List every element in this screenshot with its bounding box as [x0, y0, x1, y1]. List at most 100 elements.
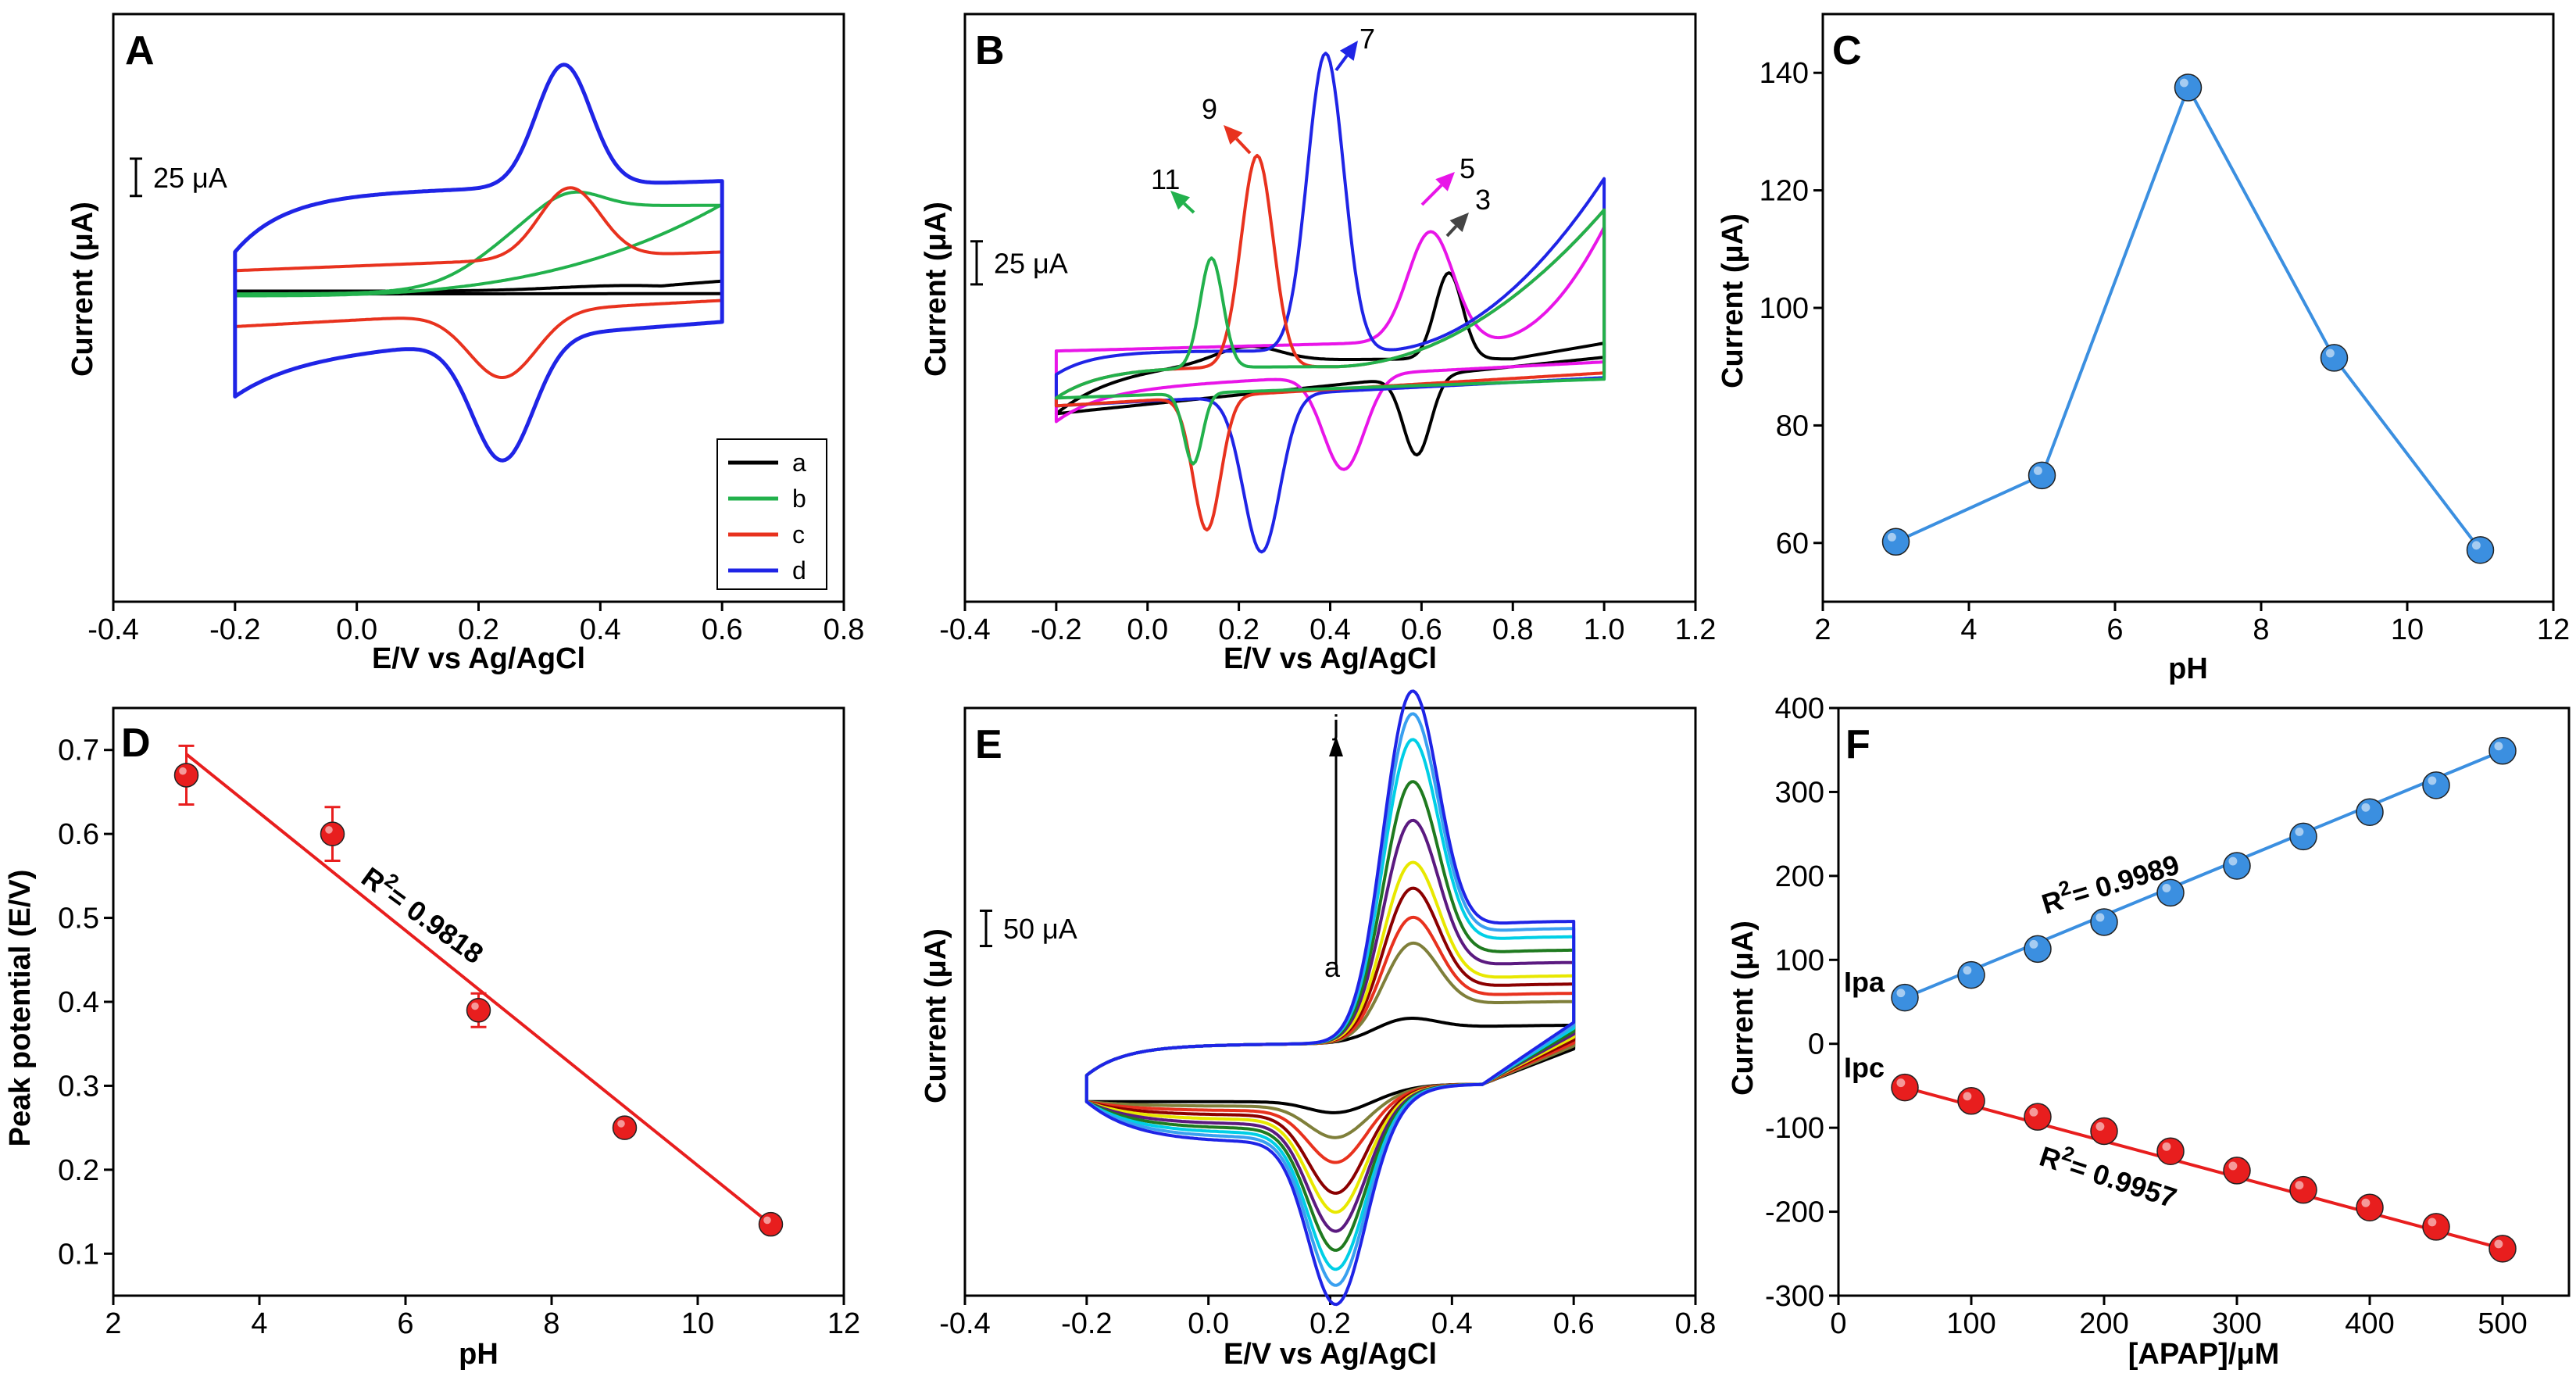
x-tick-label: 0.8 [824, 613, 865, 646]
x-tick-label: 0 [1830, 1307, 1846, 1340]
y-tick-label: 400 [1775, 692, 1824, 725]
arrow-ph11-head [1170, 191, 1191, 210]
panel-label: B [975, 28, 1005, 73]
x-tick-label: 100 [1946, 1307, 1995, 1340]
panel-a: -0.4 -0.2 0.0 0.2 0.4 0.6 0.8 E/V vs Ag/AgCl Cur… [66, 13, 865, 675]
data-point-ipc [2356, 1193, 2384, 1221]
data-point [2466, 536, 2495, 564]
data-point-ipa-highlight [2361, 803, 2371, 812]
data-point-ipc-highlight [2361, 1198, 2371, 1207]
x-tick-label: 500 [2478, 1307, 2527, 1340]
legend-label-b: b [792, 485, 806, 513]
fit-line-ipa [1904, 749, 2503, 999]
x-tick-label: 0.2 [458, 613, 499, 646]
arrow-ph5-head [1435, 172, 1455, 191]
arrow-start-label: a [1324, 951, 1341, 983]
x-tick-label: 0.6 [702, 613, 743, 646]
data-point-ipa-highlight [2428, 776, 2437, 785]
series-label-ipc: Ipc [1844, 1052, 1885, 1084]
data-point-highlight [2471, 541, 2481, 550]
y-tick-label: 0.6 [58, 818, 99, 851]
data-point-ipc-highlight [2494, 1239, 2503, 1249]
x-axis-label: [APAP]/μM [2128, 1338, 2280, 1371]
data-point-ipa-highlight [1963, 966, 1972, 975]
scale-bar-label: 25 μA [153, 162, 227, 194]
y-axis-label: Current (μA) [66, 202, 99, 377]
data-point-ipc-highlight [2295, 1181, 2304, 1190]
x-tick-label: 0.2 [1309, 1307, 1351, 1340]
data-point-highlight [763, 1216, 771, 1225]
trend-arrow-head [1329, 736, 1343, 756]
fit-line [185, 753, 772, 1226]
x-tick-label: -0.2 [209, 613, 260, 646]
cv-curve-ph5 [1054, 225, 1606, 471]
series-label-ipa: Ipa [1844, 966, 1885, 998]
data-point-ipa-highlight [2228, 856, 2238, 866]
plot-frame [963, 13, 1697, 603]
data-point [612, 1115, 638, 1140]
fit-line-ipc [1904, 1085, 2503, 1250]
x-tick-label: 4 [251, 1307, 267, 1340]
panel-b: -0.4 -0.2 0.0 0.2 0.4 0.6 0.8 1.0 1.2 E/V vs Ag/A… [920, 13, 1716, 675]
data-point [2320, 344, 2349, 372]
scale-bar-label: 25 μA [994, 247, 1068, 279]
y-tick-label: 120 [1760, 175, 1809, 208]
cv-curve-6 [1084, 780, 1576, 1252]
data-point [2174, 73, 2203, 102]
x-tick-label: 0.6 [1553, 1307, 1595, 1340]
x-tick-label: 8 [543, 1307, 559, 1340]
data-point-ipc-highlight [2095, 1122, 2105, 1131]
data-point-ipa [1891, 983, 1919, 1012]
x-tick-label: -0.2 [1061, 1307, 1112, 1340]
data-point [173, 763, 199, 788]
x-tick-label: 6 [2106, 613, 2123, 646]
label-ph11: 11 [1151, 163, 1180, 195]
y-axis-label: Current (μA) [920, 202, 952, 377]
x-axis-label: E/V vs Ag/AgCl [1224, 1338, 1437, 1371]
x-tick-label: -0.4 [88, 613, 138, 646]
label-ph9: 9 [1202, 93, 1217, 125]
arrow-ph3-head [1449, 213, 1469, 233]
data-point [466, 997, 491, 1023]
label-ph3: 3 [1475, 184, 1491, 216]
y-tick-label: 0.1 [58, 1238, 99, 1271]
legend-label-a: a [792, 449, 806, 477]
y-tick-label: 0.4 [58, 986, 99, 1019]
data-point-ipc-highlight [2428, 1218, 2437, 1227]
x-tick-label: 0.2 [1218, 613, 1259, 646]
y-tick-label: 60 [1776, 527, 1809, 560]
x-tick-label: 0.8 [1675, 1307, 1717, 1340]
data-point-ipc-highlight [1896, 1078, 1906, 1088]
y-tick-label: 0.7 [58, 735, 99, 767]
y-tick-label: -100 [1765, 1112, 1824, 1145]
panel-c: 2 4 6 8 10 12 pH 60 80 100 120 140 Current (μA) C [1717, 13, 2570, 685]
y-axis-label: Current (μA) [920, 928, 952, 1103]
panel-label: E [975, 722, 1002, 767]
label-ph7: 7 [1359, 23, 1375, 55]
panel-d: 2 4 6 8 10 12 pH 0.1 0.2 0.3 0.4 0.5 0.6 0.7 Peak pote… [4, 706, 860, 1371]
x-tick-label: 12 [827, 1307, 860, 1340]
x-tick-label: 12 [2537, 613, 2570, 646]
scale-bar-label: 50 μA [1003, 913, 1077, 945]
y-tick-label: -300 [1765, 1280, 1824, 1313]
y-tick-label: 0.2 [58, 1154, 99, 1187]
x-tick-label: 0.6 [1401, 613, 1442, 646]
cv-curve-d [233, 63, 724, 463]
arrow-ph9-head [1224, 125, 1243, 145]
x-tick-label: 10 [2391, 613, 2424, 646]
x-tick-label: 4 [1960, 613, 1977, 646]
y-axis-label: Current (μA) [1727, 921, 1760, 1096]
plot-frame [1837, 706, 2571, 1297]
data-point-ipa [1957, 960, 1985, 989]
x-tick-label: 1.0 [1584, 613, 1625, 646]
x-tick-label: 200 [2079, 1307, 2128, 1340]
y-tick-label: 100 [1775, 944, 1824, 977]
x-axis-label: pH [459, 1338, 498, 1371]
x-tick-label: 2 [105, 1307, 121, 1340]
data-point-highlight [2179, 78, 2188, 88]
panel-f: 0 100 200 300 400 500 [APAP]/μM -300 -200 -100 0 10… [1727, 692, 2571, 1371]
y-tick-label: -200 [1765, 1196, 1824, 1229]
y-axis-label: Peak potential (E/V) [4, 870, 37, 1147]
y-tick-label: 300 [1775, 776, 1824, 809]
data-point-ipc-highlight [2029, 1107, 2038, 1117]
